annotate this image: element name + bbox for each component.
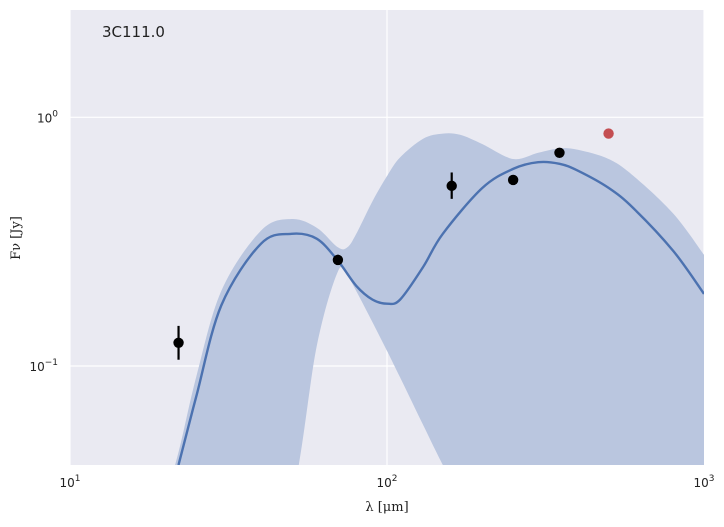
x-axis-label: λ [μm]: [365, 500, 408, 515]
data-point: [446, 180, 457, 192]
y-tick-labels: 10−1 100: [29, 109, 58, 374]
y-axis-label: Fν [Jy]: [9, 216, 24, 260]
x-tick-labels: 101 102 103: [59, 474, 714, 490]
x-tick-label: 101: [59, 474, 80, 490]
data-point: [173, 337, 184, 348]
upper-limit-point: [603, 128, 614, 139]
confidence-band: [175, 133, 704, 465]
y-tick-label: 10−1: [29, 358, 58, 374]
x-tick-label: 102: [376, 474, 397, 490]
data-point: [554, 147, 565, 158]
source-annotation: 3C111.0: [102, 23, 165, 41]
data-point: [507, 174, 519, 186]
data-point: [332, 254, 344, 266]
data-points: [173, 128, 614, 360]
x-tick-label: 103: [693, 474, 714, 490]
model-line: [177, 160, 704, 465]
y-tick-label: 100: [37, 109, 58, 125]
